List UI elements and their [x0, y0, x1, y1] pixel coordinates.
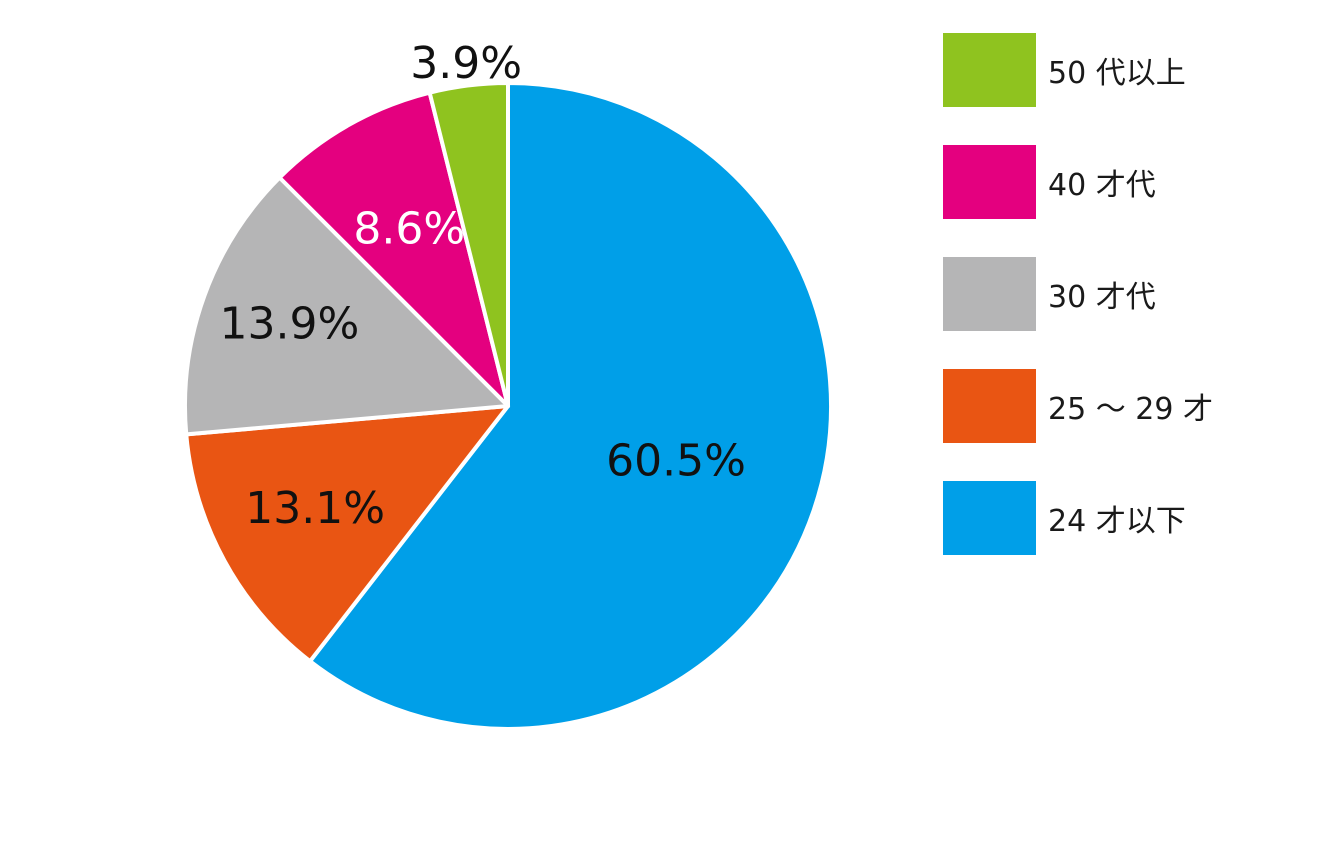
legend-item: 50 代以上 [943, 33, 1323, 107]
legend-swatch [943, 145, 1036, 219]
legend-label: 24 才以下 [1048, 504, 1186, 539]
pie-slice-label: 8.6% [353, 204, 465, 255]
legend-swatch [943, 33, 1036, 107]
pie-slice [184, 404, 510, 664]
pie-slice [277, 90, 510, 408]
pie-slice-label: 13.1% [245, 483, 385, 534]
legend-swatch [943, 257, 1036, 331]
pie-slice-label: 60.5% [606, 436, 746, 487]
pie-slice-label: 13.9% [220, 299, 360, 350]
legend-item: 24 才以下 [943, 481, 1323, 555]
legend-item: 40 才代 [943, 145, 1323, 219]
pie-slice-label: 3.9% [410, 38, 522, 89]
legend-label: 30 才代 [1048, 280, 1156, 315]
pie-slice [427, 81, 510, 408]
legend-label: 50 代以上 [1048, 56, 1186, 91]
legend-label: 25 ～ 29 才 [1048, 392, 1213, 427]
legend-swatch [943, 481, 1036, 555]
pie-slices [183, 81, 833, 731]
legend-item: 25 ～ 29 才 [943, 369, 1323, 443]
pie-slice [183, 175, 510, 437]
legend-label: 40 才代 [1048, 168, 1156, 203]
legend-swatch [943, 369, 1036, 443]
legend-item: 30 才代 [943, 257, 1323, 331]
legend: 50 代以上 40 才代 30 才代 25 ～ 29 才 24 才以下 [943, 33, 1323, 593]
pie-slice [308, 81, 833, 731]
pie-slice-labels: 60.5% 13.1% 13.9% 8.6% 3.9% [220, 38, 746, 534]
